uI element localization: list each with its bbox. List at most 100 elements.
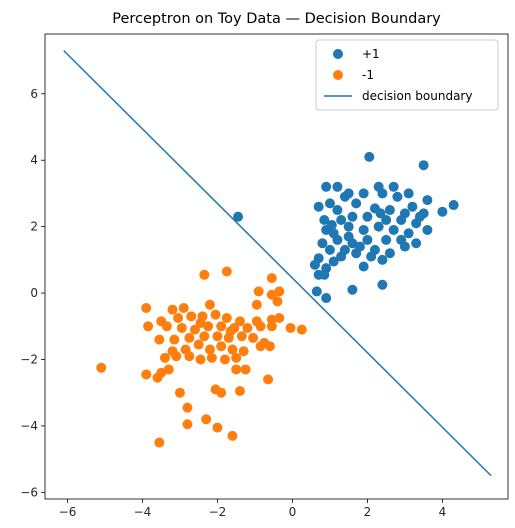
class-pos-point [332,181,343,192]
class-neg-point [193,339,204,350]
class-pos-point [381,215,392,225]
legend-box [315,39,499,111]
class-pos-point [377,279,388,290]
class-neg-point [266,289,277,300]
class-neg-point [251,299,262,310]
class-pos-point [437,206,448,217]
class-pos-point [343,221,354,232]
class-neg-point [212,422,223,433]
class-pos-point [347,211,358,222]
class-neg-point [240,364,251,375]
class-pos-point [403,228,414,239]
class-neg-point [195,354,206,365]
class-pos-point [418,160,429,171]
class-pos-point [392,191,403,202]
class-neg-point [266,314,277,325]
class-neg-point [238,346,249,357]
class-neg-point [253,286,264,297]
class-neg-point [173,312,184,323]
class-neg-point [182,419,193,430]
class-pos-point [362,234,373,245]
class-neg-point [204,299,215,310]
class-pos-point [366,251,377,262]
class-pos-point [324,198,335,209]
class-neg-point [227,430,238,441]
class-neg-point [167,346,178,357]
class-neg-point [248,332,259,343]
class-neg-point [156,316,167,327]
class-pos-point [328,256,339,267]
class-pos-point [358,261,369,272]
class-neg-point [266,273,277,284]
class-neg-point [227,344,238,355]
class-pos-point [388,181,399,192]
class-neg-point [216,341,227,352]
class-neg-point [274,286,285,297]
class-pos-point [343,231,354,242]
class-pos-point [351,248,362,259]
class-neg-point [251,316,262,327]
class-neg-point [231,364,242,375]
class-pos-point [324,244,335,255]
class-neg-point [206,352,217,363]
class-neg-point [210,309,221,320]
legend: +1 -1 decision boundary [315,39,499,111]
class-pos-point [411,218,422,229]
x-tick-label: −6 [59,505,77,519]
class-neg-point [204,344,215,355]
class-pos-point [313,201,324,212]
legend-label: -1 [362,68,374,82]
class-neg-point [212,331,223,342]
class-neg-point [159,352,170,363]
class-neg-point [199,331,210,342]
class-neg-point [163,364,174,375]
class-neg-point [141,369,152,380]
y-tick-label: 2 [30,220,38,234]
class-neg-point [199,269,210,280]
legend-swatch [333,49,343,59]
chart-title: Perceptron on Toy Data — Decision Bounda… [112,11,441,27]
class-neg-point [219,354,230,365]
y-tick-label: 6 [30,87,38,101]
class-neg-point [189,324,200,335]
class-neg-point [169,334,180,345]
legend-label: decision boundary [362,89,472,103]
class-pos-point [233,211,244,222]
class-neg-point [259,337,270,348]
class-neg-point [234,316,245,327]
class-pos-point [358,188,369,199]
class-pos-point [422,224,433,235]
class-neg-point [225,326,236,337]
y-tick-label: 0 [30,286,38,300]
class-neg-point [234,386,245,397]
class-neg-point [203,321,214,332]
class-pos-point [384,205,395,216]
class-neg-point [296,324,307,335]
class-pos-point [309,259,320,270]
marks-layer [63,50,492,477]
class-pos-point [319,215,330,225]
class-pos-point [403,188,414,199]
class-pos-point [311,286,322,297]
class-pos-point [407,201,418,212]
legend-swatch [333,70,343,80]
x-axis: −6 −4 −2 0 2 4 [59,499,447,519]
class-neg-point [231,352,242,363]
class-pos-point [332,205,343,216]
plot-frame [44,33,509,500]
legend-label: +1 [362,47,380,61]
class-pos-point [321,293,332,304]
class-pos-point [388,224,399,235]
class-neg-point [272,296,283,307]
decision-boundary-line [63,50,492,477]
x-tick-label: 4 [439,505,447,519]
class-pos-point [332,234,343,245]
class-neg-point [176,322,187,333]
class-pos-point [321,181,332,192]
y-axis: −6 −4 −2 0 2 4 6 [20,87,45,499]
class-neg-point [184,332,195,343]
class-pos-point [381,234,392,245]
class-pos-point [351,198,362,209]
class-pos-point [396,215,407,225]
